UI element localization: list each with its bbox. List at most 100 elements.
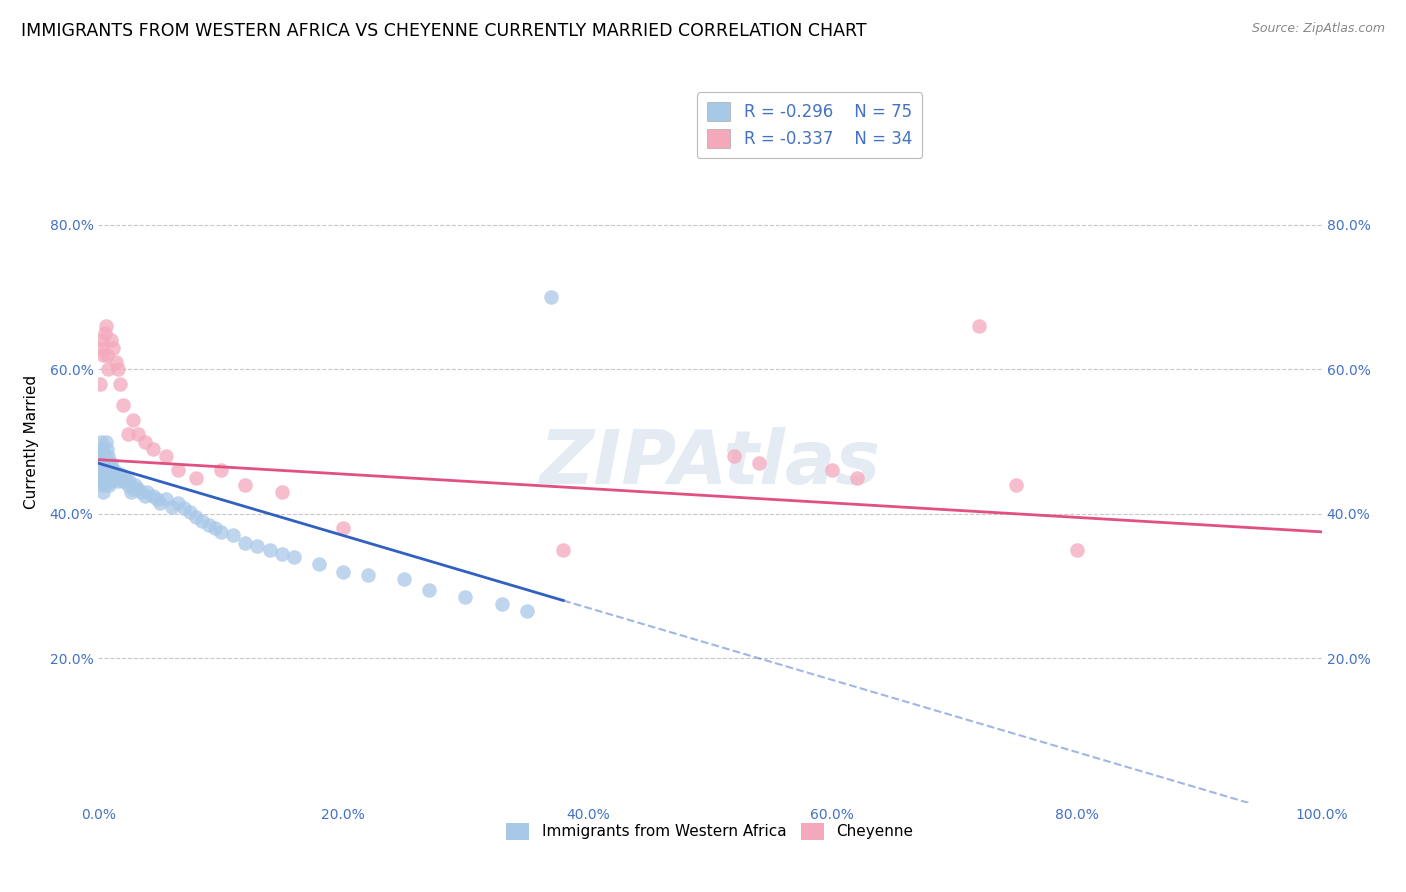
Point bbox=[103, 463, 125, 477]
Point bbox=[93, 326, 115, 340]
Point bbox=[967, 318, 990, 333]
Point bbox=[96, 463, 118, 477]
Point bbox=[173, 501, 195, 516]
Point bbox=[98, 478, 121, 492]
Point bbox=[91, 452, 114, 467]
Point bbox=[418, 582, 440, 597]
Point bbox=[89, 376, 111, 391]
Point bbox=[93, 449, 115, 463]
Point bbox=[96, 348, 118, 362]
Point bbox=[91, 485, 114, 500]
Y-axis label: Currently Married: Currently Married bbox=[24, 375, 38, 508]
Point bbox=[149, 496, 172, 510]
Point bbox=[90, 467, 112, 481]
Point bbox=[1066, 542, 1088, 557]
Point bbox=[134, 489, 156, 503]
Point bbox=[332, 521, 354, 535]
Point bbox=[110, 376, 132, 391]
Point bbox=[100, 334, 122, 348]
Point bbox=[1004, 478, 1026, 492]
Point bbox=[91, 459, 114, 474]
Point bbox=[186, 470, 208, 484]
Point bbox=[110, 467, 132, 481]
Point bbox=[105, 470, 128, 484]
Point bbox=[121, 482, 143, 496]
Point bbox=[283, 550, 305, 565]
Text: ZIPAtlas: ZIPAtlas bbox=[540, 426, 880, 500]
Point bbox=[233, 478, 256, 492]
Point bbox=[454, 590, 477, 604]
Point bbox=[93, 478, 115, 492]
Point bbox=[136, 485, 159, 500]
Point bbox=[540, 290, 562, 304]
Point bbox=[146, 492, 169, 507]
Point bbox=[134, 434, 156, 449]
Point bbox=[101, 341, 124, 355]
Point bbox=[97, 362, 120, 376]
Point bbox=[89, 456, 111, 470]
Point bbox=[491, 597, 513, 611]
Point bbox=[94, 470, 117, 484]
Point bbox=[104, 355, 127, 369]
Point bbox=[104, 467, 127, 481]
Point bbox=[111, 475, 134, 489]
Point bbox=[89, 449, 111, 463]
Point bbox=[270, 547, 294, 561]
Point bbox=[209, 463, 232, 477]
Point bbox=[142, 489, 165, 503]
Point bbox=[127, 427, 149, 442]
Point bbox=[108, 470, 131, 484]
Point bbox=[259, 542, 281, 557]
Point bbox=[97, 470, 120, 484]
Point bbox=[748, 456, 770, 470]
Point bbox=[117, 478, 139, 492]
Point bbox=[91, 442, 114, 456]
Point bbox=[167, 463, 190, 477]
Point bbox=[117, 427, 139, 442]
Point bbox=[90, 341, 112, 355]
Point bbox=[155, 492, 177, 507]
Point bbox=[101, 467, 124, 481]
Point bbox=[100, 475, 122, 489]
Point bbox=[96, 442, 118, 456]
Point bbox=[114, 470, 136, 484]
Point bbox=[91, 470, 114, 484]
Point bbox=[89, 463, 111, 477]
Point bbox=[91, 478, 114, 492]
Point bbox=[120, 485, 142, 500]
Point bbox=[107, 362, 129, 376]
Point bbox=[91, 334, 114, 348]
Point bbox=[127, 482, 149, 496]
Point bbox=[155, 449, 177, 463]
Point bbox=[197, 517, 219, 532]
Point bbox=[90, 475, 112, 489]
Point bbox=[94, 434, 117, 449]
Point bbox=[821, 463, 844, 477]
Point bbox=[308, 558, 330, 572]
Point bbox=[129, 485, 152, 500]
Point bbox=[233, 535, 256, 549]
Point bbox=[222, 528, 245, 542]
Point bbox=[167, 496, 190, 510]
Point bbox=[121, 413, 143, 427]
Point bbox=[845, 470, 868, 484]
Point bbox=[186, 510, 208, 524]
Point bbox=[332, 565, 354, 579]
Point bbox=[94, 318, 117, 333]
Point bbox=[124, 478, 146, 492]
Point bbox=[90, 442, 112, 456]
Point bbox=[191, 514, 214, 528]
Point bbox=[97, 449, 120, 463]
Point bbox=[270, 485, 294, 500]
Point bbox=[204, 521, 226, 535]
Point bbox=[91, 459, 114, 474]
Legend: Immigrants from Western Africa, Cheyenne: Immigrants from Western Africa, Cheyenne bbox=[501, 817, 920, 846]
Text: IMMIGRANTS FROM WESTERN AFRICA VS CHEYENNE CURRENTLY MARRIED CORRELATION CHART: IMMIGRANTS FROM WESTERN AFRICA VS CHEYEN… bbox=[21, 22, 866, 40]
Point bbox=[91, 348, 114, 362]
Point bbox=[246, 539, 269, 553]
Point bbox=[100, 456, 122, 470]
Point bbox=[179, 505, 201, 519]
Point bbox=[111, 398, 134, 412]
Point bbox=[94, 456, 117, 470]
Point bbox=[142, 442, 165, 456]
